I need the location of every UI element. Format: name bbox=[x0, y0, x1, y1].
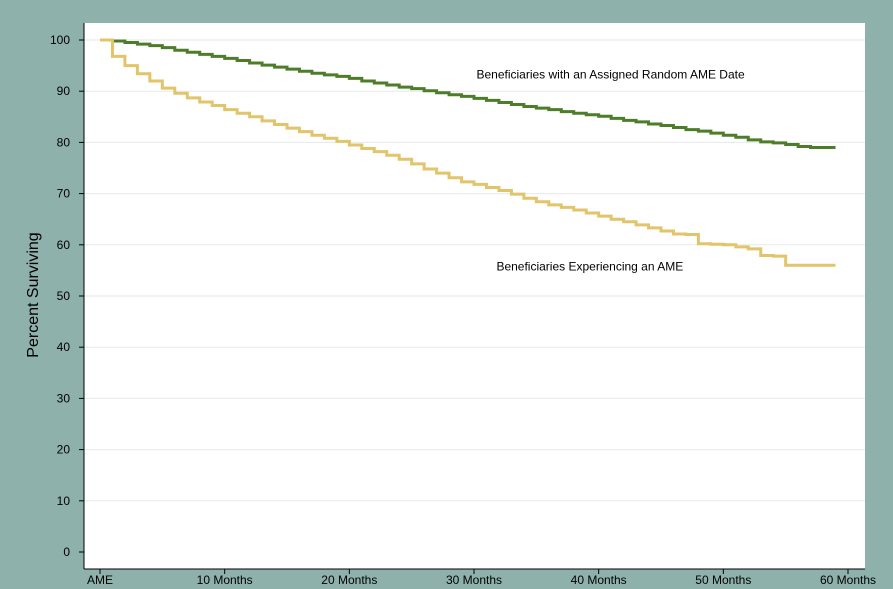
y-tick-label: 30 bbox=[57, 391, 71, 405]
y-ticks: 0 10 20 30 40 50 60 70 80 90 100 bbox=[50, 33, 84, 559]
y-tick-label: 90 bbox=[57, 84, 71, 98]
y-tick-label: 80 bbox=[57, 135, 71, 149]
x-tick-label: 20 Months bbox=[321, 573, 377, 584]
y-tick-label: 10 bbox=[57, 494, 71, 508]
x-tick-label: 40 Months bbox=[571, 573, 627, 584]
y-axis-label: Percent Surviving bbox=[25, 232, 42, 357]
x-tick-label: 10 Months bbox=[197, 573, 253, 584]
y-tick-label: 100 bbox=[50, 33, 70, 47]
y-tick-label: 60 bbox=[57, 238, 71, 252]
series-label-1: Beneficiaries Experiencing an AME bbox=[496, 259, 683, 273]
x-tick-label: 50 Months bbox=[695, 573, 751, 584]
x-tick-label: 30 Months bbox=[446, 573, 502, 584]
x-tick-label: AME bbox=[87, 573, 113, 584]
series-label-0: Beneficiaries with an Assigned Random AM… bbox=[476, 67, 744, 81]
y-tick-label: 70 bbox=[57, 187, 71, 201]
x-tick-label: 60 Months bbox=[820, 573, 876, 584]
y-tick-label: 50 bbox=[57, 289, 71, 303]
x-ticks: AME 10 Months 20 Months 30 Months 40 Months 5… bbox=[87, 569, 876, 584]
y-tick-label: 40 bbox=[57, 340, 71, 354]
y-tick-label: 20 bbox=[57, 443, 71, 457]
y-tick-label: 0 bbox=[63, 545, 70, 559]
